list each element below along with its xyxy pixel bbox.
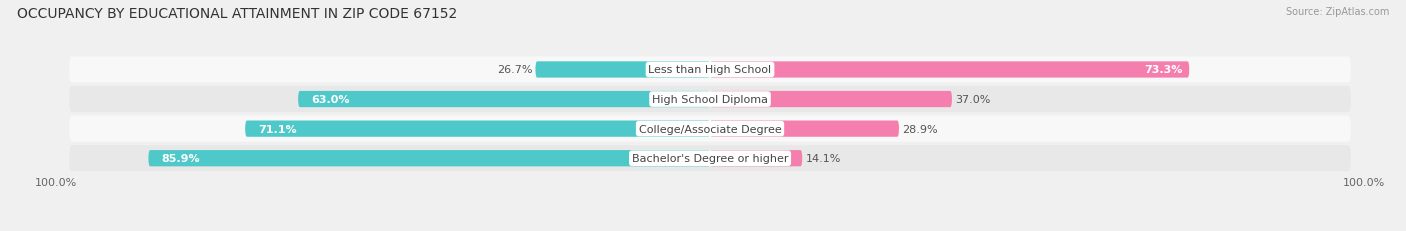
FancyBboxPatch shape [69, 146, 1351, 171]
Text: Bachelor's Degree or higher: Bachelor's Degree or higher [631, 154, 789, 164]
Text: 26.7%: 26.7% [496, 65, 533, 75]
FancyBboxPatch shape [710, 121, 898, 137]
Text: 73.3%: 73.3% [1144, 65, 1182, 75]
FancyBboxPatch shape [245, 121, 710, 137]
Text: 14.1%: 14.1% [806, 154, 841, 164]
Text: 85.9%: 85.9% [162, 154, 200, 164]
FancyBboxPatch shape [710, 150, 803, 167]
Text: OCCUPANCY BY EDUCATIONAL ATTAINMENT IN ZIP CODE 67152: OCCUPANCY BY EDUCATIONAL ATTAINMENT IN Z… [17, 7, 457, 21]
FancyBboxPatch shape [710, 62, 1189, 78]
Text: Source: ZipAtlas.com: Source: ZipAtlas.com [1285, 7, 1389, 17]
Text: 28.9%: 28.9% [903, 124, 938, 134]
FancyBboxPatch shape [536, 62, 710, 78]
FancyBboxPatch shape [69, 87, 1351, 112]
FancyBboxPatch shape [69, 57, 1351, 83]
FancyBboxPatch shape [298, 91, 710, 108]
Text: High School Diploma: High School Diploma [652, 95, 768, 105]
FancyBboxPatch shape [710, 91, 952, 108]
FancyBboxPatch shape [149, 150, 710, 167]
Text: 71.1%: 71.1% [259, 124, 297, 134]
Text: Less than High School: Less than High School [648, 65, 772, 75]
Text: 37.0%: 37.0% [955, 95, 991, 105]
Text: 63.0%: 63.0% [311, 95, 350, 105]
Text: College/Associate Degree: College/Associate Degree [638, 124, 782, 134]
FancyBboxPatch shape [69, 116, 1351, 142]
